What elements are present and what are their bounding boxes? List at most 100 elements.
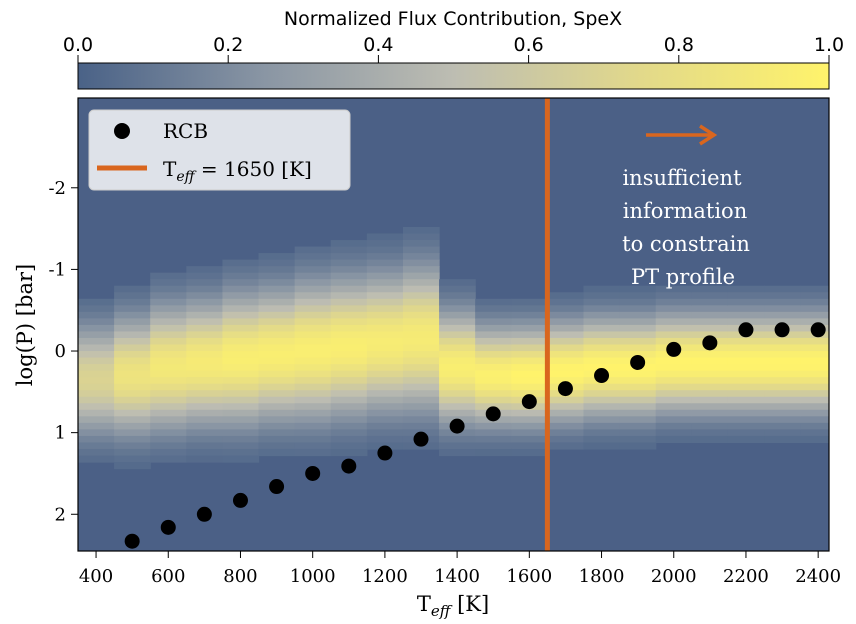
heatmap-cell [547, 435, 585, 444]
heatmap-cell [764, 285, 801, 293]
heatmap-cell [439, 442, 476, 450]
heatmap-cell [727, 318, 765, 326]
heatmap-cell [511, 357, 548, 365]
heatmap-cell [330, 416, 368, 424]
heatmap-cell [691, 396, 729, 404]
heatmap-cell [150, 396, 187, 404]
heatmap-cell [764, 292, 801, 300]
heatmap-cell [511, 435, 548, 444]
x-tick-label: 800 [223, 566, 257, 587]
heatmap-cell [258, 272, 296, 280]
heatmap-cell [294, 259, 332, 267]
heatmap-cell [547, 298, 585, 306]
heatmap-cell [78, 364, 115, 372]
rcb-point [738, 322, 754, 338]
x-tick-label: 400 [79, 566, 113, 587]
heatmap-cell [691, 357, 729, 365]
heatmap-cell [294, 272, 332, 280]
heatmap-cell [475, 324, 512, 333]
heatmap-cell [800, 364, 829, 372]
heatmap-cell [547, 324, 585, 333]
heatmap-cell [619, 422, 657, 430]
heatmap-cell [727, 305, 765, 313]
heatmap-cell [222, 370, 260, 378]
heatmap-cell [547, 429, 585, 437]
heatmap-cell [366, 272, 404, 280]
heatmap-cell [366, 318, 404, 326]
heatmap-cell [583, 337, 621, 346]
heatmap-cell [258, 403, 296, 411]
heatmap-cell [222, 448, 260, 457]
heatmap-cell [619, 298, 657, 306]
x-tick-label: 2000 [651, 566, 697, 587]
rcb-point [413, 431, 429, 447]
rcb-point [449, 418, 465, 434]
heatmap-cell [114, 285, 151, 293]
heatmap-cell [78, 318, 115, 326]
x-axis-ticks: 400 600 800 1000 1200 1400 1600 1800 2000 2200 240… [79, 551, 841, 587]
heatmap-cell [78, 298, 115, 306]
heatmap-cell [583, 442, 621, 450]
legend-teff-label: Teff = 1650 [K] [163, 157, 312, 185]
heatmap-cell [366, 396, 404, 404]
heatmap-cell [727, 337, 765, 346]
heatmap-cell [475, 364, 512, 372]
heatmap-cell [114, 364, 151, 372]
heatmap-cell [655, 390, 693, 398]
heatmap-cell [294, 383, 332, 391]
heatmap-cell [258, 383, 296, 391]
heatmap-cell [691, 292, 729, 300]
heatmap-cell [764, 364, 801, 372]
heatmap-cell [294, 305, 332, 313]
heatmap-cell [619, 324, 657, 333]
heatmap-cell [727, 390, 765, 398]
rcb-point [557, 381, 573, 397]
heatmap-cell [511, 337, 548, 346]
heatmap-cell [475, 383, 512, 391]
heatmap-cell [294, 364, 332, 372]
heatmap-cell [330, 259, 368, 267]
heatmap-cell [222, 351, 260, 359]
heatmap-cell [402, 298, 440, 306]
heatmap-cell [222, 344, 260, 352]
rcb-point [521, 394, 537, 410]
heatmap-cell [764, 383, 801, 391]
heatmap-cell [186, 364, 224, 372]
heatmap-cell [186, 442, 224, 450]
heatmap-cell [511, 351, 548, 359]
heatmap-cell [330, 435, 368, 444]
heatmap-cell [366, 240, 404, 248]
colorbar-tick-label: 0.0 [63, 34, 93, 56]
heatmap-cell [727, 298, 765, 306]
heatmap-cell [222, 272, 260, 280]
heatmap-cell [330, 383, 368, 391]
heatmap-cell [800, 298, 829, 306]
heatmap-cell [366, 324, 404, 333]
heatmap-cell [511, 448, 548, 457]
heatmap-cell [330, 311, 368, 319]
heatmap-cell [547, 351, 585, 359]
heatmap-cell [439, 292, 476, 300]
heatmap-cell [583, 416, 621, 424]
heatmap-cell [258, 435, 296, 444]
heatmap-cell [655, 403, 693, 411]
heatmap-cell [727, 370, 765, 378]
heatmap-cell [186, 324, 224, 333]
annotation-line-2: information [623, 199, 747, 223]
heatmap-cell [258, 298, 296, 306]
heatmap-cell [402, 383, 440, 391]
heatmap-cell [330, 240, 368, 248]
heatmap-cell [186, 416, 224, 424]
heatmap-cell [78, 311, 115, 319]
heatmap-cell [439, 377, 476, 385]
heatmap-cell [186, 285, 224, 293]
heatmap-cell [258, 344, 296, 352]
heatmap-cell [583, 383, 621, 391]
heatmap-cell [619, 403, 657, 411]
heatmap-cell [402, 318, 440, 326]
heatmap-cell [222, 435, 260, 444]
heatmap-cell [619, 390, 657, 398]
heatmap-cell [150, 324, 187, 333]
heatmap-cell [619, 285, 657, 293]
heatmap-cell [330, 364, 368, 372]
